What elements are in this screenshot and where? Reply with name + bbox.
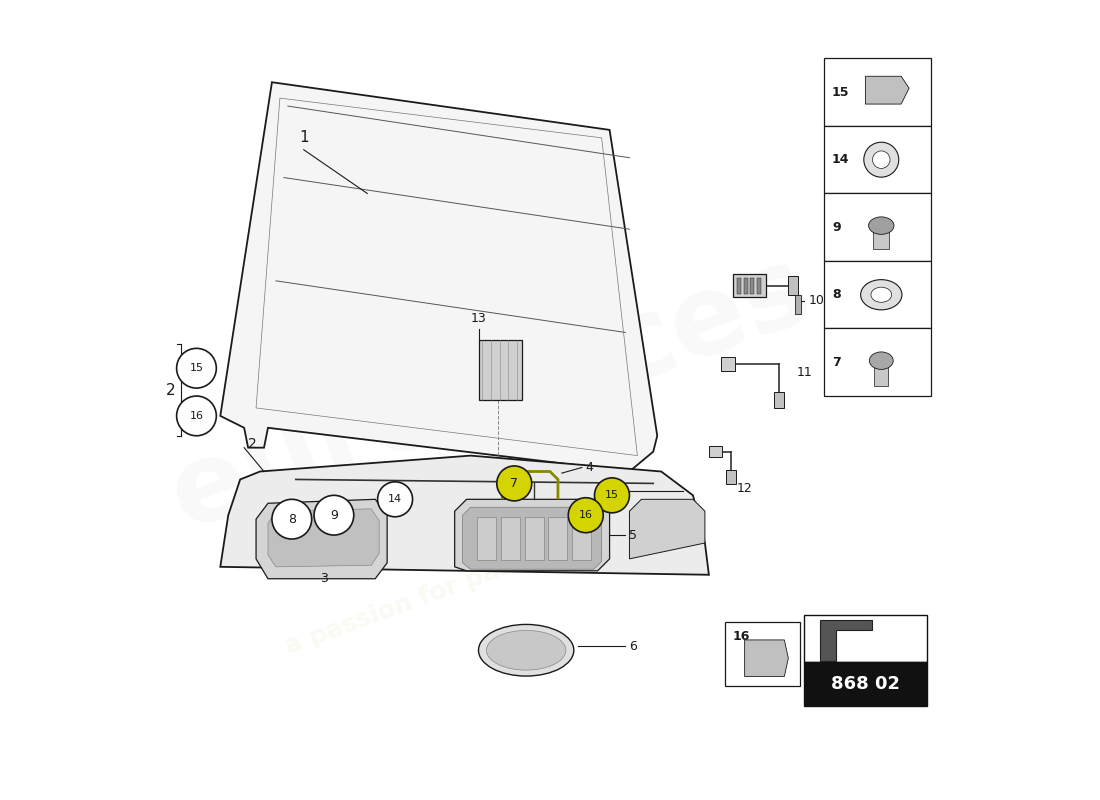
Text: 12: 12: [737, 482, 752, 495]
Ellipse shape: [860, 280, 902, 310]
Polygon shape: [454, 499, 609, 571]
Polygon shape: [220, 82, 658, 471]
Ellipse shape: [478, 625, 574, 676]
Text: a passion for parts since 1985: a passion for parts since 1985: [282, 490, 691, 659]
Ellipse shape: [871, 287, 892, 302]
Circle shape: [272, 499, 311, 539]
Polygon shape: [268, 509, 379, 567]
Circle shape: [315, 495, 354, 535]
Bar: [757, 278, 760, 294]
Text: 15: 15: [832, 86, 849, 98]
Bar: [572, 517, 592, 561]
Bar: [824, 261, 932, 329]
Bar: [794, 295, 801, 314]
Bar: [824, 126, 932, 194]
Circle shape: [177, 348, 217, 388]
Text: 16: 16: [733, 630, 750, 643]
Text: 13: 13: [471, 311, 486, 325]
Ellipse shape: [869, 352, 893, 370]
Bar: [804, 614, 927, 662]
Text: 8: 8: [288, 513, 296, 526]
Text: 8: 8: [832, 288, 840, 302]
Text: 2: 2: [165, 383, 175, 398]
Bar: [733, 274, 766, 297]
Text: europar: europar: [156, 281, 658, 551]
Circle shape: [377, 482, 412, 517]
Text: 5: 5: [629, 529, 637, 542]
Bar: [737, 278, 741, 294]
Text: 10: 10: [808, 294, 824, 307]
Bar: [824, 194, 932, 261]
Polygon shape: [745, 640, 789, 677]
Text: ces: ces: [593, 235, 825, 406]
Text: 16: 16: [189, 411, 204, 421]
Ellipse shape: [869, 217, 894, 234]
Ellipse shape: [872, 151, 890, 169]
Circle shape: [594, 478, 629, 513]
Text: 16: 16: [579, 510, 593, 520]
Bar: [708, 446, 722, 457]
Bar: [750, 278, 755, 294]
Text: 9: 9: [330, 509, 338, 522]
Text: 2: 2: [249, 437, 257, 450]
Bar: [804, 662, 927, 706]
Bar: [525, 517, 543, 561]
Bar: [478, 341, 522, 400]
Text: 11: 11: [796, 366, 812, 378]
Bar: [874, 362, 889, 386]
Bar: [824, 58, 932, 126]
Bar: [500, 517, 520, 561]
Text: 1: 1: [299, 130, 308, 146]
Bar: [789, 276, 797, 295]
Text: 7: 7: [832, 356, 840, 369]
Text: 3: 3: [320, 572, 328, 586]
Polygon shape: [256, 499, 387, 578]
Ellipse shape: [864, 142, 899, 177]
Bar: [720, 357, 735, 371]
Text: 7: 7: [510, 477, 518, 490]
Text: 9: 9: [832, 221, 840, 234]
Bar: [725, 622, 801, 686]
Text: 14: 14: [388, 494, 403, 504]
Polygon shape: [821, 620, 871, 661]
Circle shape: [497, 466, 531, 501]
Text: 868 02: 868 02: [832, 675, 900, 694]
Bar: [726, 470, 736, 484]
Circle shape: [569, 498, 603, 533]
Polygon shape: [629, 499, 705, 559]
Text: 6: 6: [629, 640, 637, 653]
Polygon shape: [866, 76, 909, 104]
Bar: [744, 278, 748, 294]
Bar: [774, 392, 783, 408]
Polygon shape: [463, 507, 602, 570]
Polygon shape: [220, 456, 708, 574]
Circle shape: [177, 396, 217, 436]
Bar: [477, 517, 496, 561]
Text: 14: 14: [832, 153, 849, 166]
Bar: [873, 227, 889, 250]
Text: 15: 15: [605, 490, 619, 500]
Ellipse shape: [486, 630, 565, 670]
Text: 4: 4: [586, 461, 594, 474]
Bar: [824, 329, 932, 396]
Bar: [549, 517, 568, 561]
Text: 15: 15: [189, 363, 204, 374]
